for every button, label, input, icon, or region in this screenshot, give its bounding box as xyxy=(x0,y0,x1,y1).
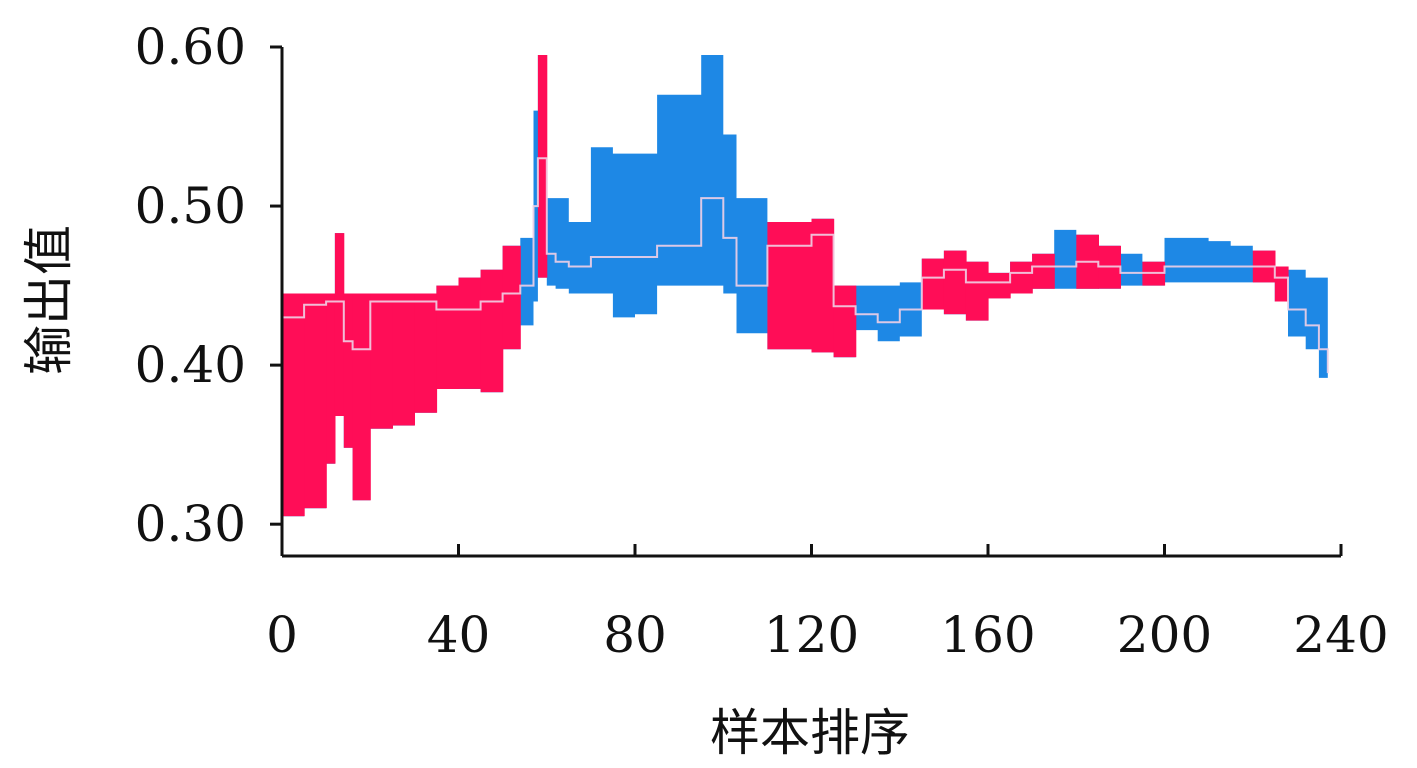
axes: 0.30 0.40 0.50 0.60 0 40 80 120 160 200 240 xyxy=(135,18,1389,664)
positive-area xyxy=(1032,253,1055,289)
positive-area xyxy=(282,293,305,517)
positive-area xyxy=(304,293,327,509)
x-tick-label: 40 xyxy=(427,606,491,664)
x-tick-label: 200 xyxy=(1117,606,1212,664)
y-axis-title: 输出值 xyxy=(20,225,78,375)
x-tick-label: 120 xyxy=(764,606,859,664)
positive-area xyxy=(811,218,835,353)
positive-area xyxy=(767,222,813,350)
positive-area xyxy=(334,233,345,416)
positive-area xyxy=(458,277,482,389)
y-tick-label: 0.60 xyxy=(135,18,246,76)
positive-area xyxy=(326,293,336,464)
positive-area xyxy=(537,55,548,278)
y-tick-label: 0.50 xyxy=(135,177,246,235)
y-tick-label: 0.40 xyxy=(135,336,246,394)
positive-area xyxy=(1010,261,1033,294)
positive-area xyxy=(414,293,438,413)
positive-area xyxy=(352,293,371,501)
positive-area xyxy=(833,285,857,358)
positive-area xyxy=(921,258,945,310)
positive-area xyxy=(392,293,415,426)
base-line xyxy=(282,157,1329,374)
positive-area xyxy=(988,272,1011,299)
positive-area xyxy=(943,250,967,315)
x-axis-title: 样本排序 xyxy=(710,704,910,762)
positive-area xyxy=(502,245,521,350)
plot-area xyxy=(282,55,1329,517)
positive-area xyxy=(1274,266,1289,302)
positive-area xyxy=(480,269,504,393)
positive-area xyxy=(436,285,460,389)
positive-area xyxy=(370,293,393,429)
x-tick-label: 0 xyxy=(266,606,298,664)
y-tick-label: 0.30 xyxy=(135,495,246,553)
x-tick-label: 160 xyxy=(940,606,1035,664)
positive-area xyxy=(343,293,354,448)
positive-area xyxy=(965,261,989,321)
x-tick-label: 240 xyxy=(1293,606,1388,664)
x-tick-label: 80 xyxy=(603,606,667,664)
